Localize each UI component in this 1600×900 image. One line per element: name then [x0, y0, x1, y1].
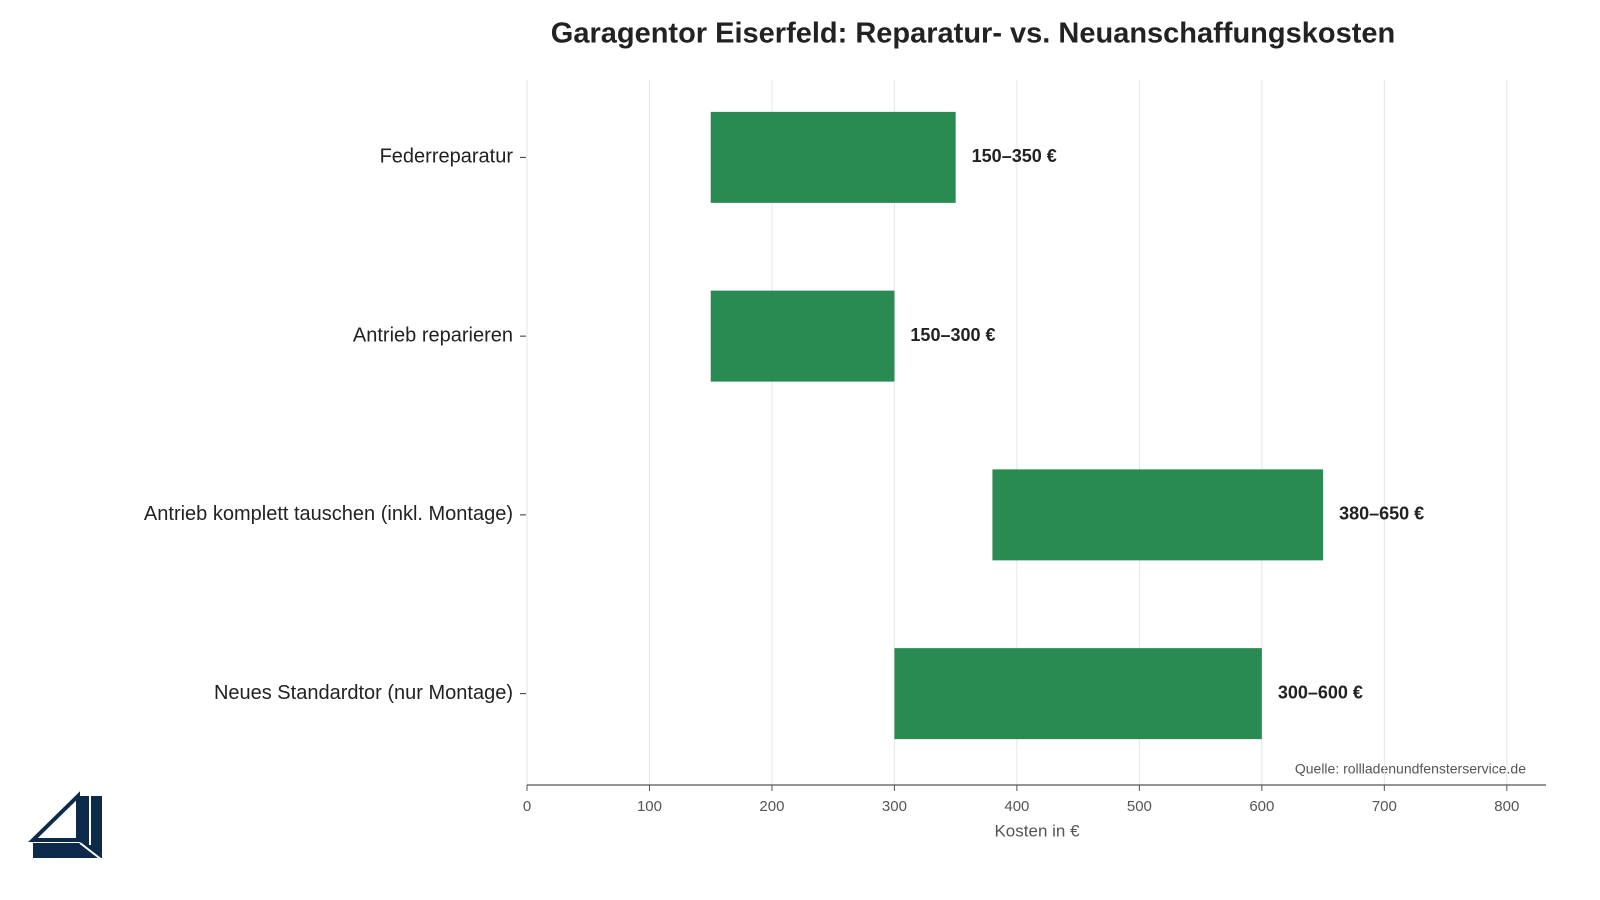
y-tick-label: Federreparatur [380, 146, 514, 168]
chart-title: Garagentor Eiserfeld: Reparatur- vs. Neu… [551, 18, 1395, 50]
x-tick-label: 300 [882, 798, 907, 815]
bar [710, 111, 956, 203]
bar [992, 469, 1324, 561]
logo [28, 791, 103, 861]
bar [894, 648, 1262, 740]
x-tick-label: 500 [1127, 798, 1152, 815]
x-tick-label: 600 [1249, 798, 1274, 815]
x-tick-label: 400 [1004, 798, 1029, 815]
value-label: 150–300 € [910, 325, 995, 345]
value-label: 300–600 € [1278, 682, 1363, 702]
x-tick-label: 200 [759, 798, 784, 815]
y-tick-label: Antrieb reparieren [353, 324, 513, 346]
x-axis-label: Kosten in € [994, 821, 1080, 840]
y-tick-label: Antrieb komplett tauschen (inkl. Montage… [144, 503, 513, 525]
x-tick-label: 800 [1494, 798, 1519, 815]
x-tick-label: 100 [637, 798, 662, 815]
x-tick-label: 0 [523, 798, 531, 815]
source-note: Quelle: rollladenundfensterservice.de [1295, 761, 1526, 777]
x-tick-label: 700 [1372, 798, 1397, 815]
bar [710, 290, 895, 382]
value-label: 150–350 € [972, 146, 1057, 166]
y-tick-label: Neues Standardtor (nur Montage) [214, 682, 513, 704]
value-label: 380–650 € [1339, 504, 1424, 524]
